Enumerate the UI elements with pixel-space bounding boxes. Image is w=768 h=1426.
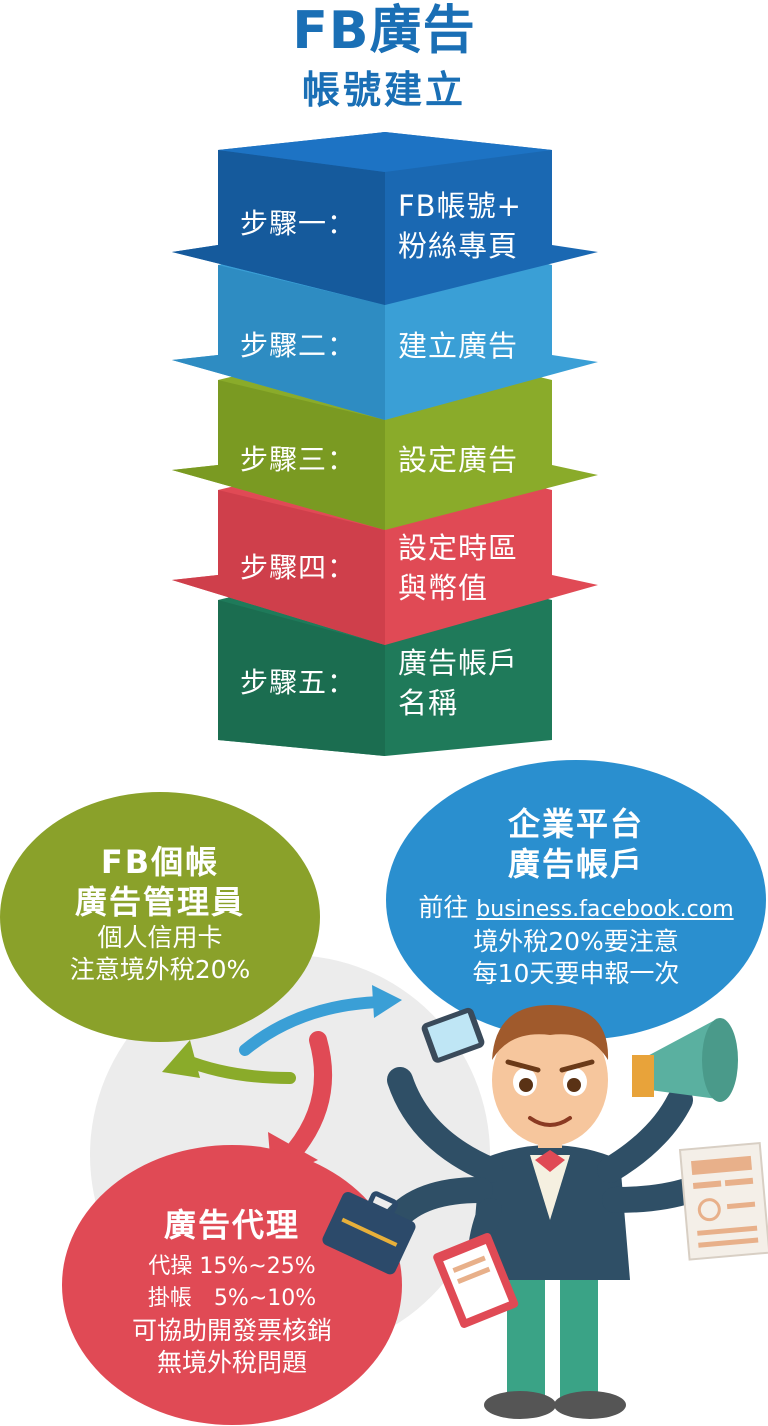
agency-body-line-1: 可協助開發票核銷 <box>131 1316 332 1345</box>
agency-title: 廣告代理 <box>163 1206 300 1244</box>
briefcase-icon <box>322 1191 416 1275</box>
step-1-line-2: 粉絲專頁 <box>398 229 519 263</box>
personal-body-line-2: 注意境外稅20% <box>69 955 251 984</box>
account-types-diagram <box>0 760 768 1425</box>
personal-account-bubble <box>0 792 320 1042</box>
personal-body-line-1: 個人信用卡 <box>97 923 223 952</box>
agency-row-2: 掛帳 5%~10% <box>147 1286 317 1311</box>
business-link-row: 前往 business.facebook.com <box>386 892 766 926</box>
page-subtitle: 帳號建立 <box>301 68 466 112</box>
agency-body-line-2: 無境外稅問題 <box>156 1348 307 1377</box>
personal-account-text: FB個帳 廣告管理員 個人信用卡 注意境外稅20% <box>0 842 320 986</box>
step-2-label: 步驟二： <box>240 329 357 362</box>
step-3-line-1: 設定廣告 <box>398 443 519 477</box>
step-5-line-1: 廣告帳戶 <box>398 646 519 680</box>
step-1-label: 步驟一： <box>240 207 357 240</box>
businessman-illustration <box>382 1005 703 1419</box>
business-body-line-1: 境外稅20%要注意 <box>473 927 679 956</box>
agency-bubble <box>62 1145 402 1425</box>
step-5-line-2: 名稱 <box>398 686 459 720</box>
megaphone-icon <box>632 1018 738 1102</box>
business-title-line-2: 廣告帳戶 <box>507 845 644 883</box>
clipboard-icon <box>433 1232 519 1328</box>
business-account-bubble <box>386 760 766 1040</box>
step-2-line-1: 建立廣告 <box>398 329 519 363</box>
agency-row-1: 代操 15%~25% <box>148 1254 316 1279</box>
business-facebook-link[interactable]: business.facebook.com <box>476 897 734 922</box>
business-body-line-2: 每10天要申報一次 <box>472 959 680 988</box>
personal-title-line-2: 廣告管理員 <box>74 883 245 921</box>
steps-stack <box>172 132 598 756</box>
step-1-block <box>172 132 598 305</box>
page-title: FB廣告 <box>292 1 476 61</box>
business-link-prefix: 前往 <box>418 893 477 922</box>
step-4-line-2: 與幣值 <box>398 571 489 605</box>
agency-text: 廣告代理 代操 15%~25% 掛帳 5%~10% 可協助開發票核銷 無境外稅問… <box>62 1205 402 1379</box>
step-5-label: 步驟五： <box>240 666 357 699</box>
business-account-text: 企業平台 廣告帳戶 前往 business.facebook.com 境外稅20… <box>386 804 766 990</box>
step-4-line-1: 設定時區 <box>398 531 519 565</box>
personal-title-line-1: FB個帳 <box>100 843 220 881</box>
step-4-label: 步驟四： <box>240 551 357 584</box>
business-title-line-1: 企業平台 <box>507 805 644 843</box>
smartphone-icon <box>421 1007 485 1063</box>
step-1-line-1: FB帳號+ <box>398 189 522 223</box>
step-3-label: 步驟三： <box>240 443 357 476</box>
document-icon <box>678 1141 768 1261</box>
